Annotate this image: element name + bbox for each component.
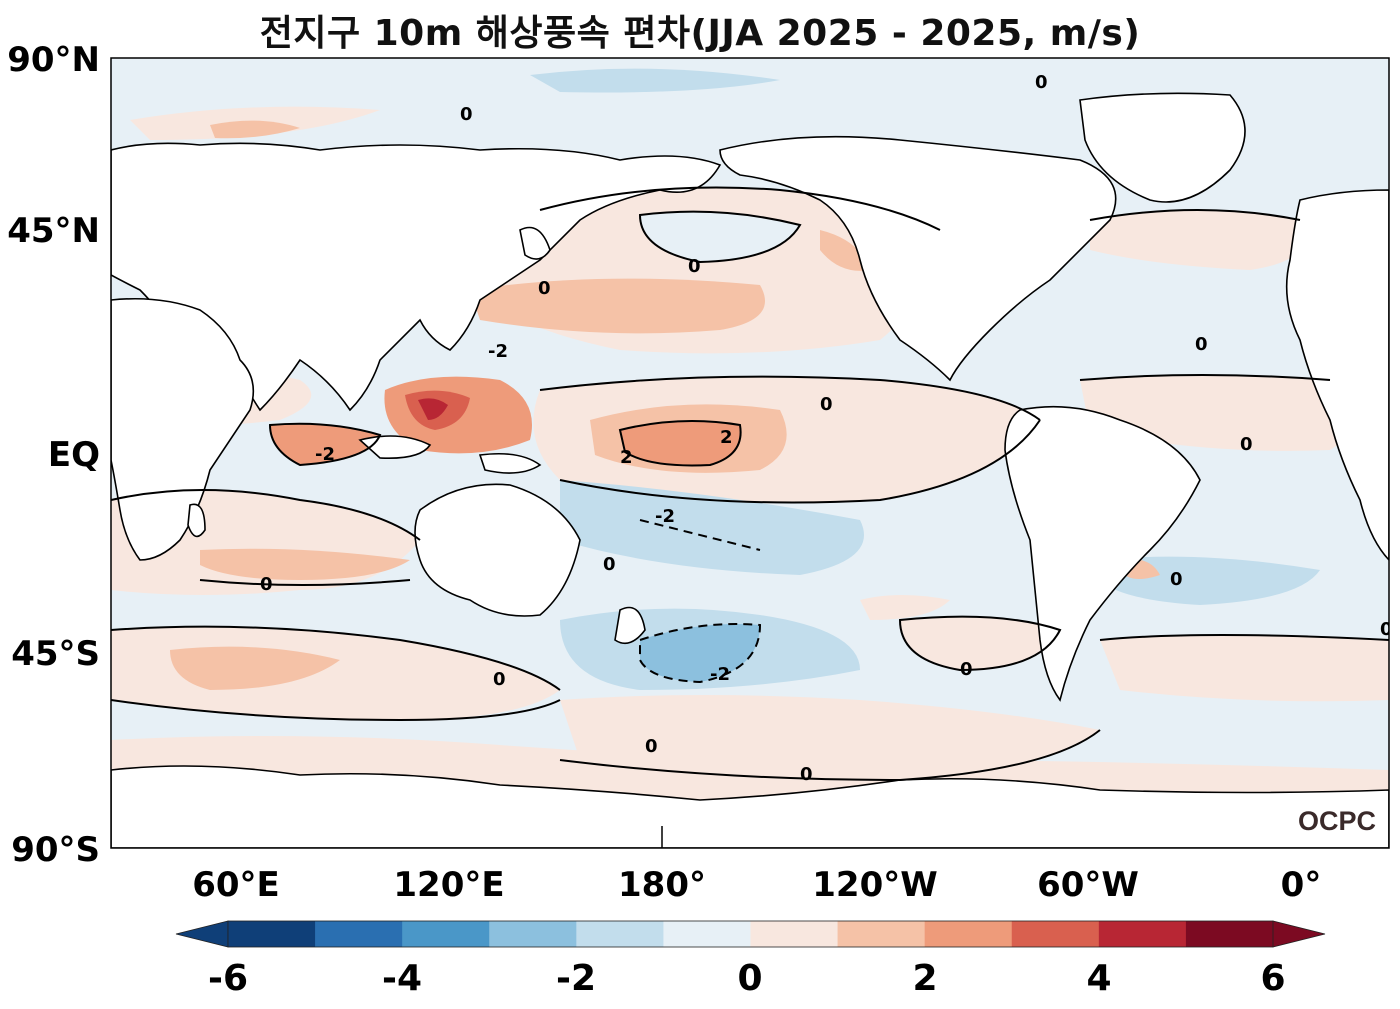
contour-label: -2 — [655, 506, 675, 527]
colorbar-extend-high — [1272, 920, 1326, 948]
map-title: 전지구 10m 해상풍속 편차(JJA 2025 - 2025, m/s) — [259, 13, 1141, 54]
map-frame — [110, 57, 1390, 849]
madagascar — [187, 503, 206, 538]
ocpc-logo: OCPC — [1298, 806, 1377, 836]
colorbar-segment — [1011, 921, 1100, 947]
lon-label-180: 180° — [618, 865, 706, 905]
colorbar-extend-low — [175, 920, 229, 948]
lat-label-eq: EQ — [47, 435, 100, 475]
colorbar-tick-label: -4 — [382, 958, 422, 999]
colorbar-segment — [1098, 921, 1187, 947]
colorbar-segment — [837, 921, 926, 947]
colorbar-frame — [227, 920, 1274, 948]
negative-contour-lines — [639, 519, 762, 684]
colorbar-segments — [228, 921, 1274, 947]
colorbar-segment — [576, 921, 664, 947]
contour-label: 0 — [1035, 72, 1048, 93]
contour-label: -2 — [315, 444, 335, 465]
contour-lines — [111, 186, 1389, 782]
greenland — [1079, 92, 1246, 203]
contour-label: 0 — [260, 574, 273, 595]
map-plot-area: 0 0 0 2 2 0 0 -2 -2 0 0 0 0 0 0 0 -2 -2 … — [111, 58, 1393, 848]
contour-label: 0 — [960, 659, 973, 680]
colorbar-tick-label: -2 — [556, 958, 596, 999]
lat-label-45n: 45°N — [7, 211, 100, 251]
contour-label: 0 — [1380, 619, 1393, 640]
lon-label-120e: 120°E — [393, 865, 505, 905]
colorbar-segment — [228, 921, 316, 947]
lat-label-45s: 45°S — [11, 634, 100, 674]
lat-label-90s: 90°S — [11, 830, 100, 870]
south-america — [1004, 405, 1201, 702]
lon-label-60e: 60°E — [192, 865, 280, 905]
colorbar-tick-label: 0 — [737, 958, 763, 999]
lon-label-120w: 120°W — [812, 865, 938, 905]
contour-label: 0 — [493, 669, 506, 690]
colorbar-segment — [1185, 921, 1274, 947]
indonesia — [358, 435, 432, 460]
lon-label-60w: 60°W — [1037, 865, 1139, 905]
new-guinea — [478, 452, 542, 474]
colorbar-tick-label: 2 — [912, 958, 938, 999]
contour-label: 0 — [538, 278, 551, 299]
contour-label: 0 — [603, 554, 616, 575]
contour-label: 0 — [1170, 569, 1183, 590]
lon-label-0: 0° — [1280, 865, 1322, 905]
contour-label: 0 — [800, 764, 813, 785]
new-zealand — [614, 606, 646, 645]
colorbar-segment — [489, 921, 577, 947]
contour-label: -2 — [488, 341, 508, 362]
lat-label-90n: 90°N — [7, 40, 100, 80]
colorbar-tick-label: 6 — [1260, 958, 1286, 999]
contour-label: 0 — [645, 736, 658, 757]
colorbar-tick-label: -6 — [208, 958, 248, 999]
contour-label: 0 — [1240, 434, 1253, 455]
colorbar-segment — [663, 921, 751, 947]
north-america — [719, 135, 1117, 382]
australia — [414, 483, 581, 617]
contour-label: 0 — [460, 104, 473, 125]
contour-label: 0 — [1195, 334, 1208, 355]
anomaly-shading — [111, 58, 1389, 848]
contour-label: 0 — [688, 256, 701, 277]
africa — [111, 297, 255, 561]
contour-label-group: 0 0 0 2 2 0 0 -2 -2 0 0 0 0 0 0 0 -2 -2 … — [260, 72, 1393, 785]
contour-label: 2 — [620, 447, 633, 468]
colorbar — [175, 920, 1326, 948]
colorbar-segment — [750, 921, 839, 947]
antarctica — [111, 765, 1389, 848]
japan — [519, 226, 551, 260]
landmasses — [111, 92, 1389, 848]
colorbar-tick-label: 4 — [1086, 958, 1112, 999]
contour-label: 0 — [820, 394, 833, 415]
colorbar-segment — [315, 921, 403, 947]
contour-label: -2 — [710, 664, 730, 685]
colorbar-segment — [924, 921, 1013, 947]
contour-label: 2 — [720, 427, 733, 448]
colorbar-segment — [402, 921, 490, 947]
